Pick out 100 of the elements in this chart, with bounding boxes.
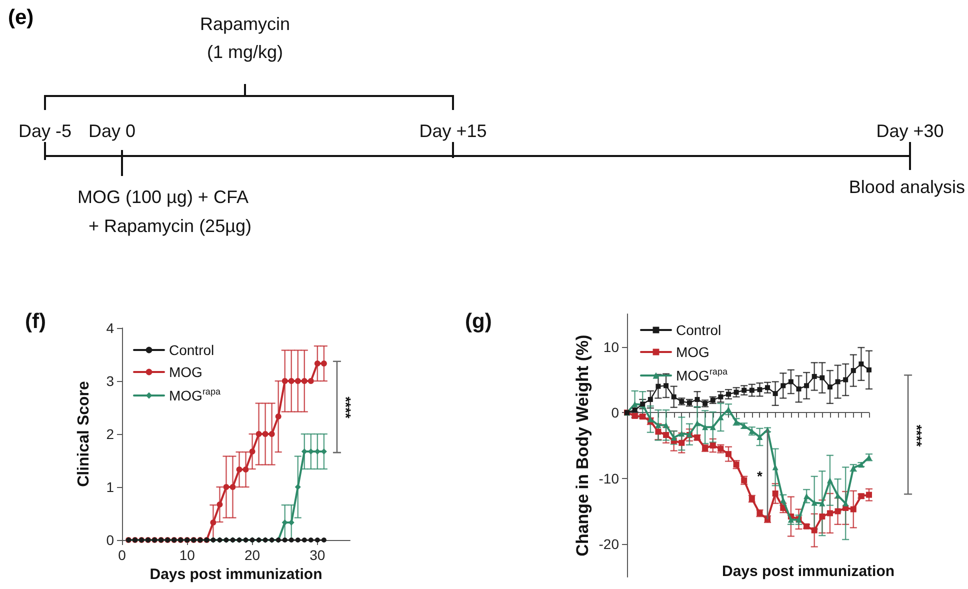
legend-label: Control xyxy=(676,322,722,338)
point xyxy=(811,500,818,506)
y-tick-label: 0 xyxy=(611,404,620,421)
legend-label: MOG xyxy=(676,344,710,360)
y-tick-label: 2 xyxy=(106,426,114,442)
point xyxy=(796,386,802,392)
point xyxy=(282,378,288,384)
y-tick-label: 4 xyxy=(106,320,114,336)
x-tick-label: 0 xyxy=(118,547,126,563)
point xyxy=(256,431,262,437)
point xyxy=(314,538,320,542)
text: Day +30 xyxy=(876,121,944,141)
text: Day -5 xyxy=(18,121,72,141)
point xyxy=(663,432,670,438)
point xyxy=(718,414,724,420)
text: MOG (100 µg) + CFA xyxy=(78,187,248,207)
point xyxy=(655,428,662,435)
point xyxy=(210,520,216,526)
point xyxy=(710,424,716,430)
y-axis-title: Clinical Score xyxy=(76,380,92,487)
point xyxy=(230,484,236,490)
point xyxy=(314,360,320,367)
point xyxy=(749,388,754,393)
point xyxy=(694,420,700,426)
text: Rapamycin xyxy=(200,14,290,34)
point xyxy=(301,378,308,384)
point xyxy=(242,466,249,473)
point xyxy=(308,378,314,384)
point xyxy=(819,514,826,520)
y-tick-label: 3 xyxy=(106,373,114,389)
chart-title: (f) xyxy=(25,310,46,333)
y-tick-label: -10 xyxy=(598,470,620,486)
point xyxy=(249,448,256,454)
point xyxy=(678,440,685,446)
point xyxy=(308,538,314,542)
point xyxy=(843,377,848,382)
x-axis-title: Days post immunization xyxy=(150,566,322,583)
point xyxy=(702,424,708,430)
point xyxy=(236,466,242,473)
point xyxy=(656,384,661,389)
point xyxy=(757,387,762,392)
x-tick-label: 10 xyxy=(179,547,196,563)
y-axis-title: Change in Body Weight (%) xyxy=(573,334,592,556)
point xyxy=(834,508,841,514)
y-tick-label: 0 xyxy=(106,532,114,548)
point xyxy=(804,383,810,388)
point xyxy=(820,375,825,380)
point xyxy=(320,360,327,367)
point xyxy=(670,434,677,441)
point xyxy=(725,451,732,458)
point xyxy=(223,484,230,490)
point xyxy=(302,538,307,542)
point xyxy=(866,492,872,498)
text: (1 mg/kg) xyxy=(206,42,284,62)
point xyxy=(268,431,275,437)
point xyxy=(294,378,301,384)
point xyxy=(756,434,763,440)
annotation: **** xyxy=(338,396,354,419)
point xyxy=(321,538,326,542)
point xyxy=(765,385,770,390)
point xyxy=(295,538,300,542)
x-axis-title: Days post immunization xyxy=(722,563,895,580)
text: Blood analysis xyxy=(848,177,965,197)
point xyxy=(648,396,653,402)
point xyxy=(858,361,864,366)
annotation: * xyxy=(756,468,763,484)
point xyxy=(663,422,670,428)
point xyxy=(780,383,786,388)
point xyxy=(671,394,676,400)
x-tick-label: 30 xyxy=(310,547,326,563)
legend-label: Control xyxy=(169,342,214,358)
text: + Rapamycin (25µg) xyxy=(88,216,252,236)
point xyxy=(664,383,669,388)
point xyxy=(827,384,832,390)
point xyxy=(288,378,294,384)
point xyxy=(811,527,818,534)
point xyxy=(772,391,778,396)
text: **** xyxy=(909,424,926,448)
point xyxy=(788,379,794,384)
point xyxy=(866,367,872,372)
point xyxy=(850,506,856,512)
x-tick-label: 20 xyxy=(244,547,260,563)
point xyxy=(718,394,724,400)
legend-label: MOG xyxy=(169,364,202,380)
text: Day 0 xyxy=(88,121,136,141)
point xyxy=(262,431,268,437)
point xyxy=(826,477,833,484)
point xyxy=(294,484,301,490)
point xyxy=(275,414,282,420)
point xyxy=(850,368,856,374)
point xyxy=(216,501,223,508)
text: (e) xyxy=(8,6,34,29)
point xyxy=(772,490,778,496)
point xyxy=(826,510,833,516)
y-tick-label: 10 xyxy=(603,338,620,355)
y-tick-label: -20 xyxy=(598,536,620,552)
point xyxy=(835,379,840,384)
point xyxy=(694,396,700,402)
y-tick-label: 1 xyxy=(106,479,114,495)
point xyxy=(812,374,817,379)
